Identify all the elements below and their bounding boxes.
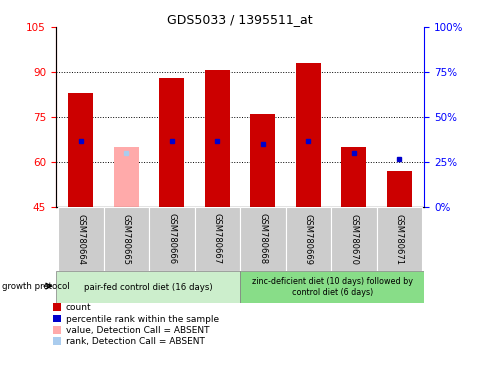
Bar <box>149 207 194 271</box>
Bar <box>341 147 365 207</box>
Bar <box>104 207 149 271</box>
Bar <box>376 207 421 271</box>
Text: GSM780669: GSM780669 <box>303 214 312 265</box>
Bar <box>194 207 240 271</box>
Bar <box>285 207 331 271</box>
Bar <box>295 63 320 207</box>
Text: GSM780667: GSM780667 <box>212 214 221 265</box>
Bar <box>240 207 285 271</box>
Bar <box>114 147 138 207</box>
Text: zinc-deficient diet (10 days) followed by
control diet (6 days): zinc-deficient diet (10 days) followed b… <box>251 277 412 297</box>
Text: GSM780671: GSM780671 <box>394 214 403 265</box>
Text: pair-fed control diet (16 days): pair-fed control diet (16 days) <box>83 283 212 291</box>
Bar <box>204 71 229 207</box>
Text: growth protocol: growth protocol <box>2 282 70 291</box>
Legend: count, percentile rank within the sample, value, Detection Call = ABSENT, rank, : count, percentile rank within the sample… <box>53 303 219 346</box>
Text: GSM780665: GSM780665 <box>121 214 131 265</box>
Text: GSM780666: GSM780666 <box>167 214 176 265</box>
Title: GDS5033 / 1395511_at: GDS5033 / 1395511_at <box>167 13 312 26</box>
Bar <box>386 171 411 207</box>
Bar <box>331 207 376 271</box>
Bar <box>56 271 240 303</box>
Bar <box>159 78 184 207</box>
Bar <box>240 271 424 303</box>
Bar <box>58 207 104 271</box>
Bar <box>68 93 93 207</box>
Text: GSM780668: GSM780668 <box>258 214 267 265</box>
Text: GSM780664: GSM780664 <box>76 214 85 265</box>
Bar <box>250 114 275 207</box>
Text: GSM780670: GSM780670 <box>348 214 358 265</box>
